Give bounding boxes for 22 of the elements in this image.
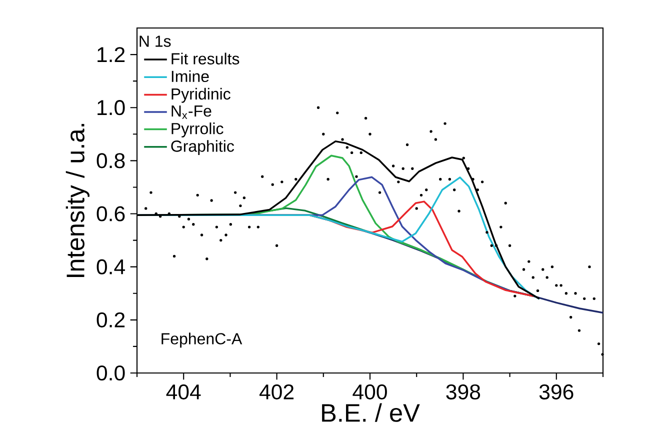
legend-title: N 1s <box>140 36 171 47</box>
annotation: FephenC-A <box>162 332 242 348</box>
legend-label: Fit results <box>172 52 240 64</box>
x-tick-label: 396 <box>539 384 574 400</box>
x-tick-label: 404 <box>166 384 201 400</box>
y-tick-label: 1.2 <box>98 47 125 62</box>
y-tick-label: 0.0 <box>96 365 125 381</box>
y-tick-label: 0.6 <box>96 206 125 222</box>
y-tick-label: 0.4 <box>96 259 125 274</box>
y-axis-title: Intensity / u.a. <box>66 124 90 278</box>
legend-label: N$_{x}$-Fe <box>172 106 212 119</box>
legend-label: Pyrrolic <box>172 122 224 138</box>
x-tick-label: 398 <box>446 384 480 400</box>
y-tick-label: 0.8 <box>96 153 125 168</box>
x-axis-title: B.E. / eV <box>322 403 420 422</box>
y-tick-label: 0.2 <box>96 312 125 328</box>
legend-label: Imine <box>172 70 209 82</box>
legend-label: Graphitic <box>171 140 234 156</box>
legend-label: Pyridinic <box>172 88 230 103</box>
x-tick-label: 402 <box>259 384 294 400</box>
x-tick-label: 400 <box>352 384 387 400</box>
y-tick-label: 1.0 <box>98 100 125 116</box>
